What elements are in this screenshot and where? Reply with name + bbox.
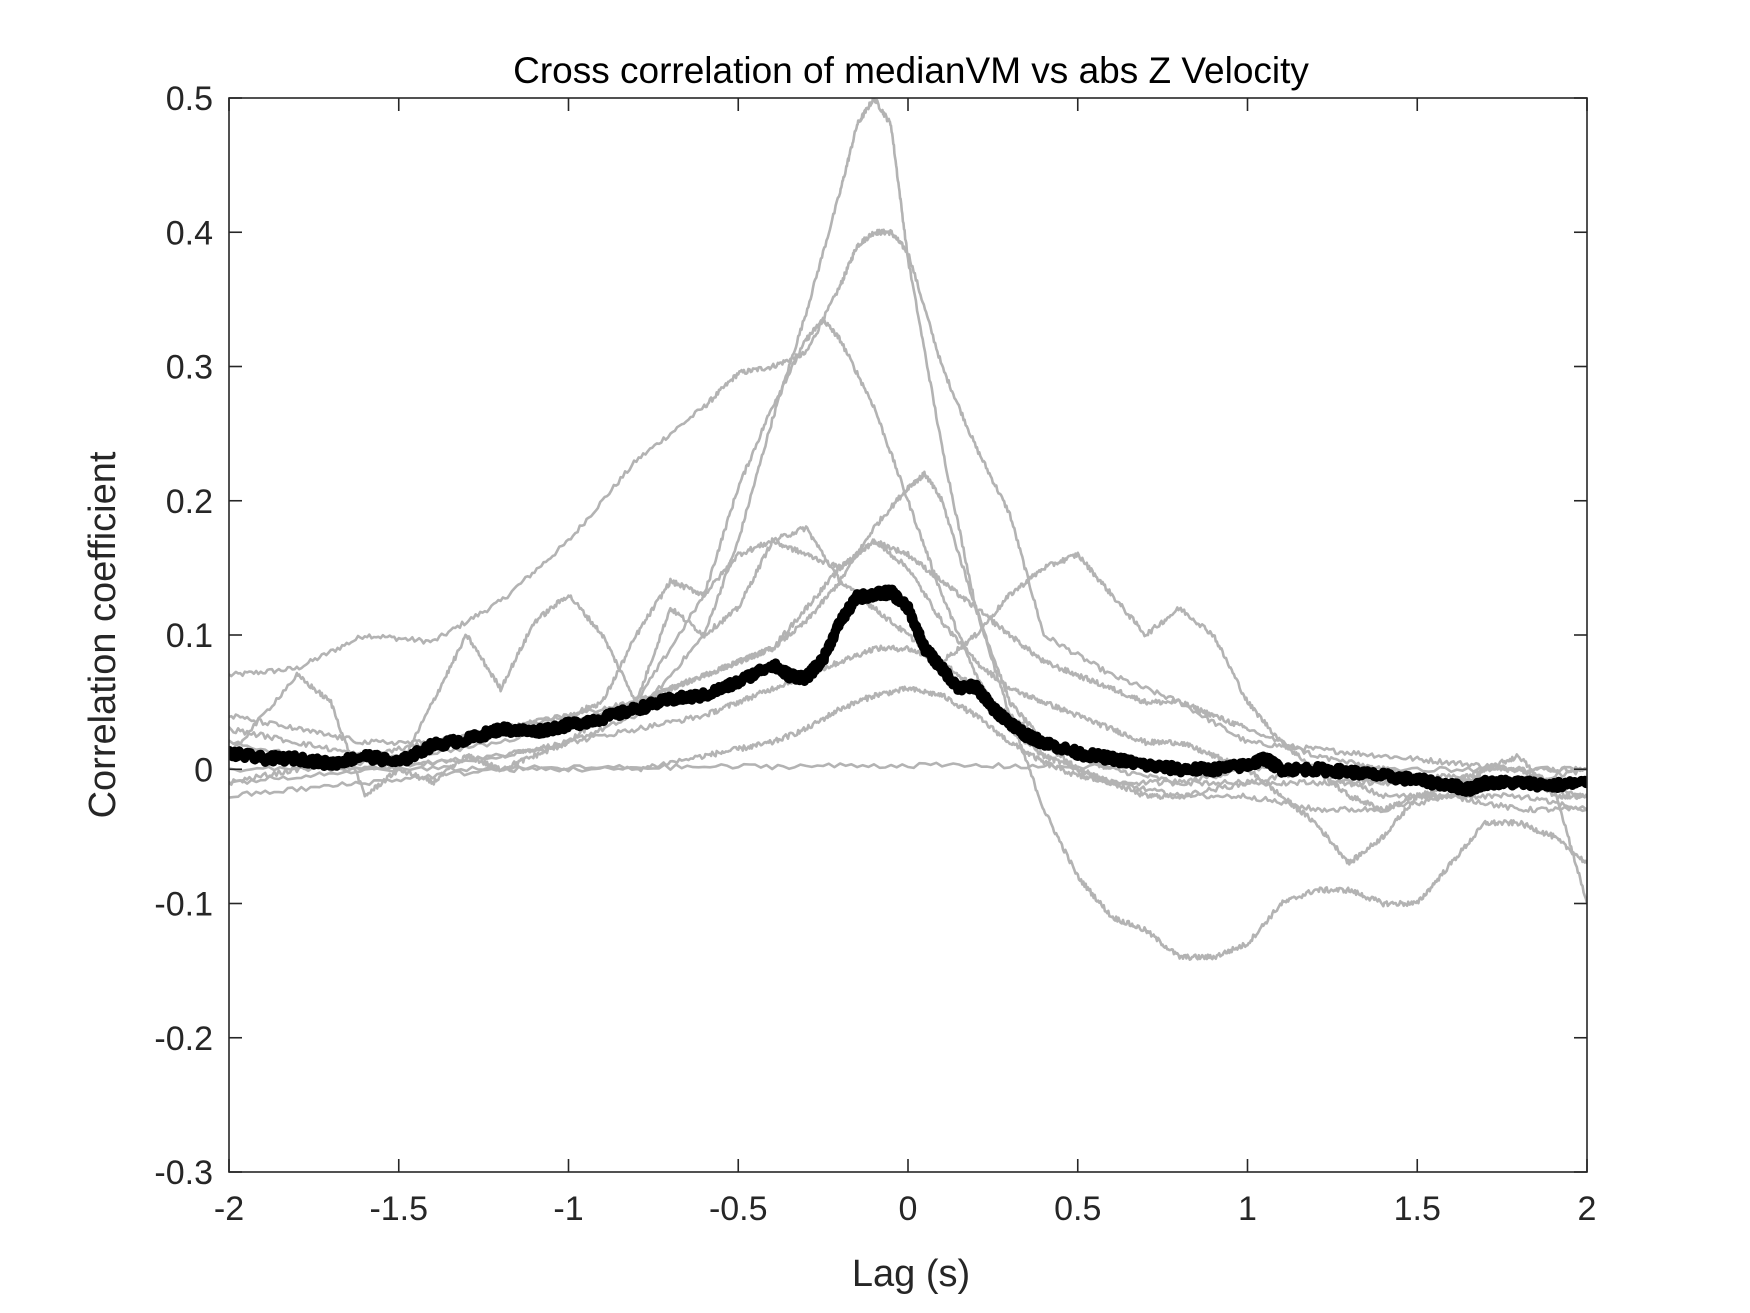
individual-series-line-9 <box>229 685 1587 799</box>
y-tick-label: -0.2 <box>154 1020 213 1058</box>
x-axis-label: Lag (s) <box>852 1253 970 1295</box>
y-tick-label: -0.3 <box>154 1154 213 1192</box>
individual-series-line-6 <box>229 538 1587 905</box>
y-tick-label: 0 <box>194 751 213 789</box>
x-tick-label: -0.5 <box>709 1190 768 1228</box>
x-tick-label: 1 <box>1238 1190 1257 1228</box>
individual-series-line-8 <box>229 644 1587 814</box>
series-layer <box>229 98 1587 961</box>
x-tick-label: -1 <box>553 1190 583 1228</box>
x-tick-label: 1.5 <box>1394 1190 1441 1228</box>
mean-series-line <box>229 584 1587 797</box>
y-tick-label: 0.1 <box>166 617 213 655</box>
axes-layer: -2 -1.5 -1 -0.5 0 0.5 1 1.5 2 -0.3 -0.2 -0.1 0 0.1 0.2… <box>154 80 1596 1228</box>
individual-series-line-7 <box>229 538 1587 799</box>
x-tick-label: 0.5 <box>1054 1190 1101 1228</box>
y-tick-label: -0.1 <box>154 886 213 924</box>
y-tick-label: 0.2 <box>166 483 213 521</box>
x-tick-label: -1.5 <box>369 1190 428 1228</box>
y-tick-label: 0.3 <box>166 349 213 387</box>
individual-series-line-1 <box>229 228 1587 774</box>
x-tick-label: 2 <box>1578 1190 1597 1228</box>
y-tick-label: 0.5 <box>166 80 213 118</box>
x-tick-label: -2 <box>214 1190 244 1228</box>
y-axis-label: Correlation coefficient <box>82 451 124 818</box>
y-tick-label: 0.4 <box>166 214 213 252</box>
chart-title: Cross correlation of medianVM vs abs Z V… <box>513 50 1309 91</box>
x-tick-label: 0 <box>899 1190 918 1228</box>
